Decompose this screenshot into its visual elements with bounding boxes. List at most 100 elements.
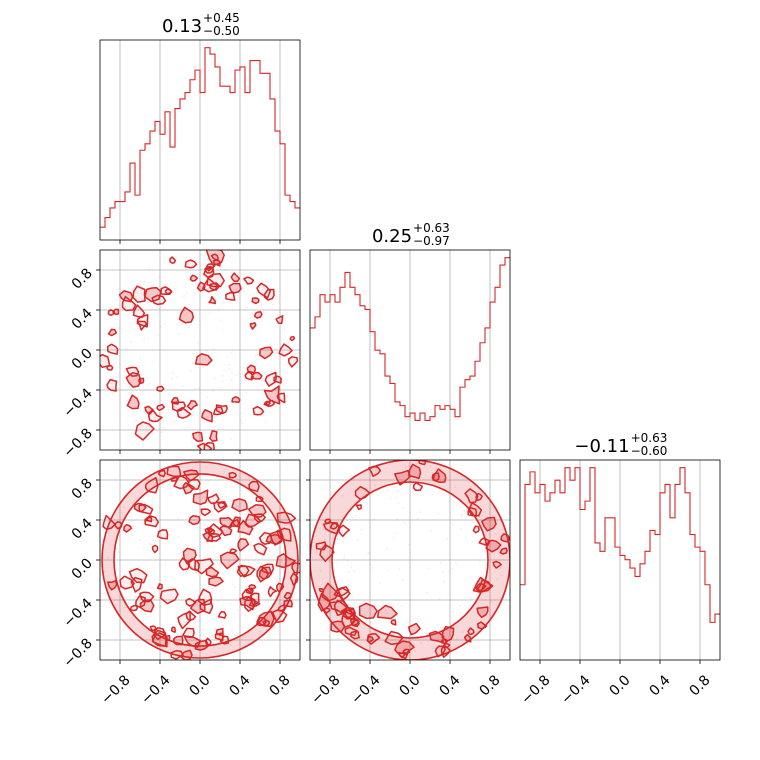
contour-level (128, 567, 148, 584)
sample-point (235, 374, 237, 376)
contour-level (428, 630, 445, 644)
sample-point (500, 574, 503, 576)
contour-level (107, 308, 116, 317)
contour-level (166, 465, 182, 478)
contour-level (476, 606, 489, 619)
x-tick-label: −0.4 (348, 672, 383, 707)
sample-point (190, 630, 193, 633)
sample-point (251, 556, 253, 559)
sample-point (326, 517, 328, 519)
contour-level (323, 607, 331, 614)
sample-point (218, 580, 220, 582)
sample-point (185, 292, 188, 295)
contour-level (194, 353, 213, 366)
sample-point (172, 372, 174, 374)
sample-point (144, 280, 146, 283)
contour-level (215, 404, 228, 415)
sample-point (408, 544, 411, 546)
sample-point (107, 557, 109, 559)
sample-point (264, 421, 267, 423)
sample-point (396, 490, 399, 493)
sample-point (495, 533, 497, 535)
contour-level (134, 421, 155, 441)
contour-level (151, 544, 159, 554)
sample-point (123, 371, 125, 373)
contour-level (230, 272, 241, 283)
contour-level (248, 599, 261, 607)
sample-point (159, 420, 162, 422)
sample-point (148, 321, 151, 324)
sample-point (178, 332, 180, 335)
sample-point (187, 474, 189, 477)
sample-point (499, 567, 502, 569)
contour-level (145, 515, 153, 523)
sample-point (149, 586, 151, 588)
sample-point (144, 613, 146, 615)
sample-point (192, 352, 194, 355)
sample-point (268, 550, 271, 552)
sample-point (129, 576, 131, 578)
sample-point (249, 317, 252, 319)
contour-level (112, 308, 120, 316)
sample-point (313, 581, 315, 584)
sample-point (496, 523, 498, 525)
sample-point (446, 537, 448, 540)
x-tick-label: 0.8 (687, 672, 714, 699)
contour-level (333, 599, 348, 617)
contour-level (472, 525, 480, 534)
sample-point (231, 565, 233, 567)
sample-point (340, 593, 343, 596)
contour-level (350, 630, 360, 640)
sample-point (132, 615, 134, 617)
sample-point (185, 646, 187, 649)
sample-point (182, 385, 184, 387)
contour-level (159, 588, 179, 605)
sample-point (267, 600, 269, 603)
sample-point (222, 328, 225, 331)
sample-point (123, 506, 125, 509)
contour-level (170, 649, 184, 660)
contour-level (265, 529, 284, 545)
contour-level (202, 532, 214, 543)
y-tick-label: 0.4 (69, 305, 96, 332)
contour-level (384, 630, 404, 646)
sample-point (129, 584, 131, 586)
contour-level (231, 498, 248, 513)
sample-point (284, 537, 287, 539)
sample-point (391, 614, 394, 617)
sample-point (175, 290, 177, 292)
sample-point (483, 618, 486, 620)
sample-point (337, 538, 339, 540)
sample-point (278, 515, 281, 517)
y-tick-label: −0.4 (60, 595, 95, 630)
contour-level (289, 336, 296, 342)
sample-point (203, 537, 205, 540)
sample-point (186, 312, 188, 314)
sample-point (275, 577, 277, 580)
contour-level (172, 635, 184, 646)
sample-point (271, 370, 273, 373)
sample-point (130, 340, 132, 343)
sample-point (158, 276, 160, 278)
contour-level (475, 583, 487, 593)
contour-level (194, 639, 210, 651)
sample-point (131, 534, 133, 536)
histogram-0 (100, 47, 300, 228)
contour-level (468, 502, 483, 517)
y-tick-label: −0.8 (60, 636, 95, 671)
sample-point (448, 570, 451, 573)
sample-point (216, 657, 218, 660)
contour-level (355, 504, 362, 511)
sample-point (451, 568, 453, 570)
sample-point (189, 601, 192, 603)
sample-point (202, 634, 205, 637)
contour-level (144, 514, 160, 528)
contour-level (192, 431, 204, 443)
contour-level (178, 557, 191, 571)
sample-point (462, 631, 464, 633)
sample-point (188, 645, 190, 647)
sample-point (463, 510, 466, 512)
contour-level (219, 517, 234, 529)
contour-level (106, 343, 119, 355)
x-tick-label: 0.4 (437, 672, 464, 699)
